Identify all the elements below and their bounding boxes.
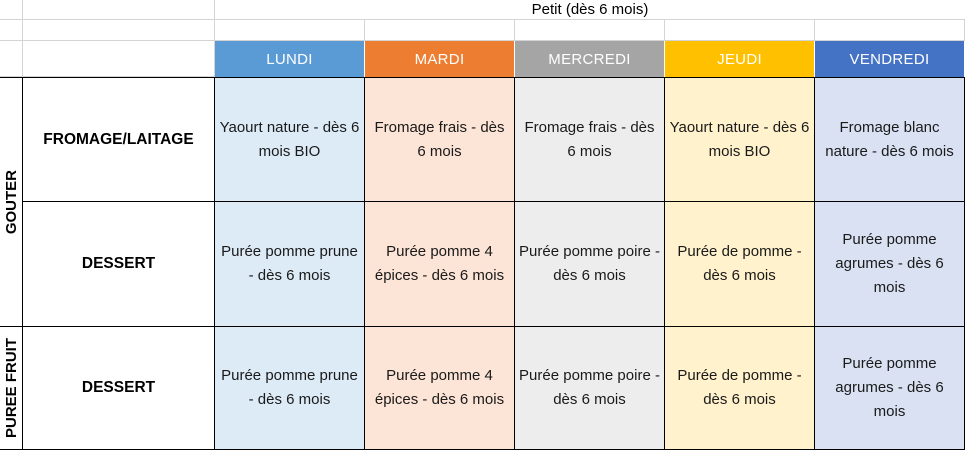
menu-cell[interactable]: Purée pomme agrumes - dès 6 mois <box>815 327 965 450</box>
menu-cell[interactable]: Purée de pomme - dès 6 mois <box>665 327 815 450</box>
menu-cell[interactable]: Fromage frais - dès 6 mois <box>365 77 515 202</box>
empty-cell[interactable] <box>215 20 365 41</box>
group-label: PUREE FRUIT <box>2 337 20 438</box>
day-header-monday[interactable]: LUNDI <box>215 41 365 77</box>
row-label-dessert[interactable]: DESSERT <box>23 202 215 327</box>
day-header-tuesday[interactable]: MARDI <box>365 41 515 77</box>
empty-cell[interactable] <box>665 20 815 41</box>
menu-cell[interactable]: Fromage frais - dès 6 mois <box>515 77 665 202</box>
empty-cell[interactable] <box>23 41 215 77</box>
day-header-thursday[interactable]: JEUDI <box>665 41 815 77</box>
menu-cell[interactable]: Purée pomme prune - dès 6 mois <box>215 327 365 450</box>
empty-cell[interactable] <box>815 20 965 41</box>
menu-title: Petit (dès 6 mois) <box>215 0 965 20</box>
group-gouter[interactable]: GOUTER <box>0 77 23 327</box>
empty-cell[interactable] <box>0 0 23 20</box>
menu-cell[interactable]: Fromage blanc nature - dès 6 mois <box>815 77 965 202</box>
menu-cell[interactable]: Purée pomme prune - dès 6 mois <box>215 202 365 327</box>
row-label-dessert[interactable]: DESSERT <box>23 327 215 450</box>
group-label: GOUTER <box>2 169 20 235</box>
empty-cell[interactable] <box>365 20 515 41</box>
group-puree-fruit[interactable]: PUREE FRUIT <box>0 327 23 450</box>
empty-cell[interactable] <box>23 20 215 41</box>
empty-cell[interactable] <box>0 41 23 77</box>
day-header-friday[interactable]: VENDREDI <box>815 41 965 77</box>
day-header-wednesday[interactable]: MERCREDI <box>515 41 665 77</box>
menu-cell[interactable]: Purée pomme agrumes - dès 6 mois <box>815 202 965 327</box>
menu-cell[interactable]: Yaourt nature - dès 6 mois BIO <box>215 77 365 202</box>
menu-cell[interactable]: Purée pomme 4 épices - dès 6 mois <box>365 202 515 327</box>
menu-cell[interactable]: Purée pomme poire - dès 6 mois <box>515 327 665 450</box>
empty-cell[interactable] <box>0 20 23 41</box>
menu-cell[interactable]: Purée pomme poire - dès 6 mois <box>515 202 665 327</box>
row-label-fromage-laitage[interactable]: FROMAGE/LAITAGE <box>23 77 215 202</box>
menu-cell[interactable]: Yaourt nature - dès 6 mois BIO <box>665 77 815 202</box>
menu-cell[interactable]: Purée de pomme - dès 6 mois <box>665 202 815 327</box>
empty-cell[interactable] <box>23 0 215 20</box>
menu-cell[interactable]: Purée pomme 4 épices - dès 6 mois <box>365 327 515 450</box>
empty-cell[interactable] <box>515 20 665 41</box>
